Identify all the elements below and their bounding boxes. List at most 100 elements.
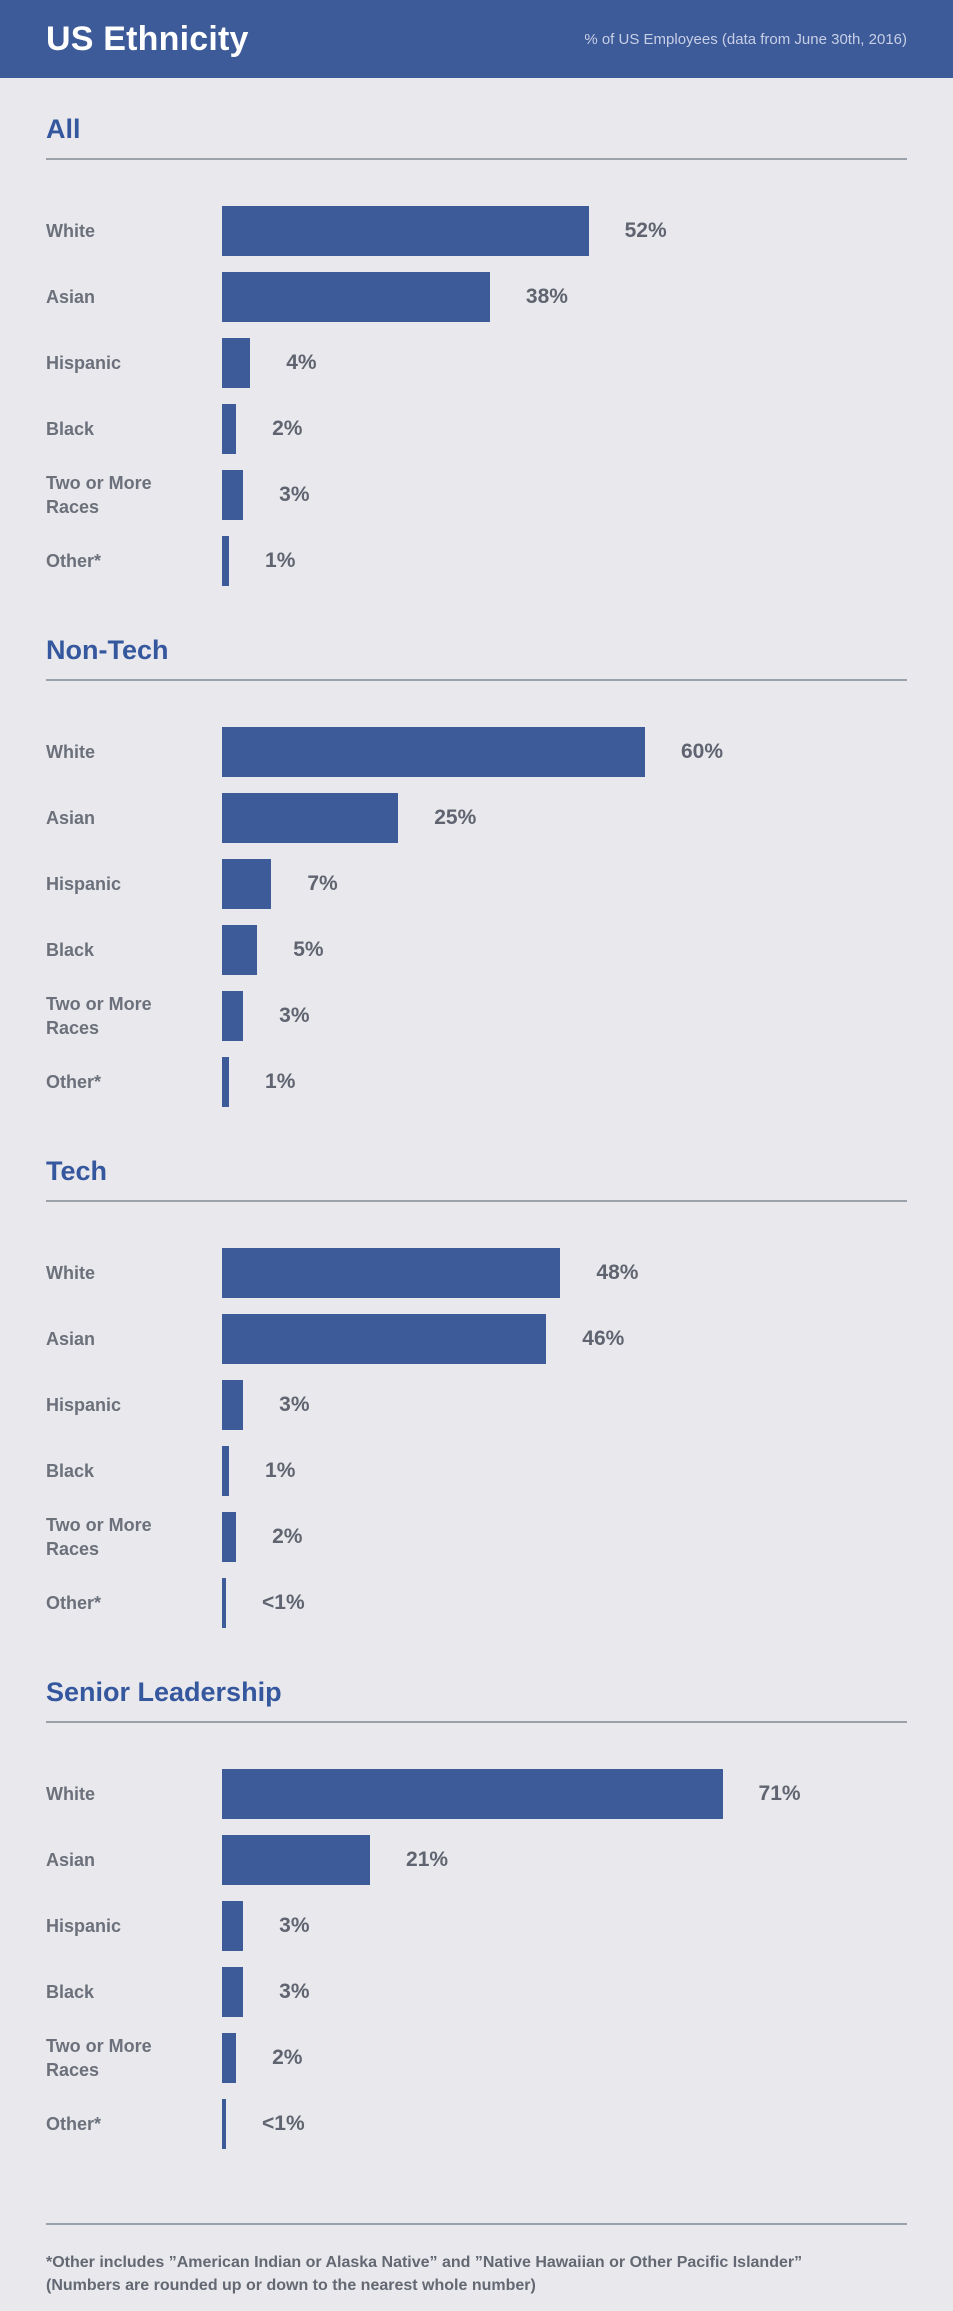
bar [222, 925, 258, 975]
category-label: Black [46, 417, 222, 441]
category-label: Asian [46, 1848, 222, 1872]
category-label-text: Two or More Races [46, 472, 152, 517]
category-label-text: Black [46, 939, 95, 960]
section-all: All White 52% Asian 38% Hispanic 4% Black 2% Two … [46, 112, 907, 586]
value-label: 52% [624, 219, 667, 242]
value-label: 1% [265, 1459, 296, 1482]
category-label: Other* [46, 549, 222, 573]
category-label: Two or More Races [46, 992, 222, 1041]
category-label: Asian [46, 1327, 222, 1351]
value-label: 25% [434, 806, 477, 829]
header-subtitle: % of US Employees (data from June 30th, … [584, 30, 907, 48]
category-label-text: Other* [46, 550, 102, 571]
bar [222, 470, 244, 520]
bar-row: Other* 1% [46, 1057, 907, 1107]
value-label: <1% [262, 2112, 305, 2135]
page-title: US Ethnicity [46, 19, 249, 58]
bar-row: Black 1% [46, 1446, 907, 1496]
category-label-text: Other* [46, 1592, 102, 1613]
footnote-line-1: *Other includes ”American Indian or Alas… [46, 2254, 803, 2271]
bar-row: White 48% [46, 1248, 907, 1298]
category-label-text: Other* [46, 2113, 102, 2134]
bar-row: Other* <1% [46, 1578, 907, 1628]
category-label: Two or More Races [46, 2034, 222, 2083]
bar [222, 727, 645, 777]
category-label-text: White [46, 1262, 95, 1283]
section-title-non-tech: Non-Tech [46, 635, 169, 665]
value-label: 71% [758, 1782, 801, 1805]
value-label: 2% [272, 2046, 303, 2069]
section-tech: Tech White 48% Asian 46% Hispanic 3% Black 1% Two… [46, 1154, 907, 1628]
section-divider [46, 679, 907, 681]
category-label: Black [46, 1980, 222, 2004]
bar [222, 1769, 723, 1819]
category-label-text: Hispanic [46, 873, 122, 894]
bar-rows: White 52% Asian 38% Hispanic 4% Black 2% Two or … [46, 206, 907, 586]
bar-row: Asian 46% [46, 1314, 907, 1364]
value-label: <1% [262, 1591, 305, 1614]
bar [222, 338, 251, 388]
category-label: Two or More Races [46, 1513, 222, 1562]
category-label: White [46, 740, 222, 764]
bar [222, 991, 244, 1041]
bar [222, 272, 490, 322]
category-label-text: White [46, 1783, 95, 1804]
category-label-text: Other* [46, 1071, 102, 1092]
header: US Ethnicity % of US Employees (data fro… [0, 0, 953, 78]
bar-rows: White 48% Asian 46% Hispanic 3% Black 1% Two or … [46, 1248, 907, 1628]
value-label: 3% [279, 1004, 310, 1027]
value-label: 21% [406, 1848, 449, 1871]
bar-row: White 71% [46, 1769, 907, 1819]
section-title-all: All [46, 114, 81, 144]
bar-row: Black 3% [46, 1967, 907, 2017]
bar-rows: White 71% Asian 21% Hispanic 3% Black 3% Two or … [46, 1769, 907, 2149]
bar [222, 1901, 244, 1951]
bar-row: Black 5% [46, 925, 907, 975]
footer-divider [46, 2223, 907, 2225]
section-divider [46, 1200, 907, 1202]
category-label-text: White [46, 220, 95, 241]
value-label: 1% [265, 1070, 296, 1093]
category-label: White [46, 1782, 222, 1806]
category-label: Other* [46, 1070, 222, 1094]
category-label-text: Hispanic [46, 1915, 122, 1936]
category-label-text: Two or More Races [46, 1514, 152, 1559]
category-label: Hispanic [46, 351, 222, 375]
category-label: Hispanic [46, 872, 222, 896]
bar-row: Two or More Races 2% [46, 2033, 907, 2083]
bar-row: White 60% [46, 727, 907, 777]
category-label: Asian [46, 285, 222, 309]
bar [222, 536, 230, 586]
value-label: 48% [596, 1261, 639, 1284]
bar-row: Hispanic 4% [46, 338, 907, 388]
bar [222, 404, 237, 454]
value-label: 5% [293, 938, 324, 961]
value-label: 3% [279, 483, 310, 506]
footnote-line-2: (Numbers are rounded up or down to the n… [46, 2277, 536, 2294]
bar-row: Hispanic 3% [46, 1380, 907, 1430]
bar [222, 1967, 244, 2017]
category-label-text: Black [46, 418, 95, 439]
section-senior-leadership: Senior Leadership White 71% Asian 21% Hispani… [46, 1675, 907, 2149]
bar-row: Two or More Races 3% [46, 470, 907, 520]
category-label-text: Asian [46, 807, 96, 828]
bar-row: Asian 21% [46, 1835, 907, 1885]
bar [222, 2099, 226, 2149]
value-label: 3% [279, 1393, 310, 1416]
value-label: 3% [279, 1914, 310, 1937]
bar-rows: White 60% Asian 25% Hispanic 7% Black 5% Two or … [46, 727, 907, 1107]
value-label: 4% [286, 351, 317, 374]
category-label-text: Black [46, 1460, 95, 1481]
category-label: White [46, 219, 222, 243]
chart-sections: All White 52% Asian 38% Hispanic 4% Black 2% Two … [0, 112, 953, 2149]
section-title-tech: Tech [46, 1156, 108, 1186]
category-label: Hispanic [46, 1393, 222, 1417]
bar-row: White 52% [46, 206, 907, 256]
value-label: 3% [279, 1980, 310, 2003]
bar-row: Two or More Races 2% [46, 1512, 907, 1562]
category-label: Black [46, 938, 222, 962]
value-label: 1% [265, 549, 296, 572]
bar [222, 1835, 371, 1885]
bar-row: Asian 25% [46, 793, 907, 843]
